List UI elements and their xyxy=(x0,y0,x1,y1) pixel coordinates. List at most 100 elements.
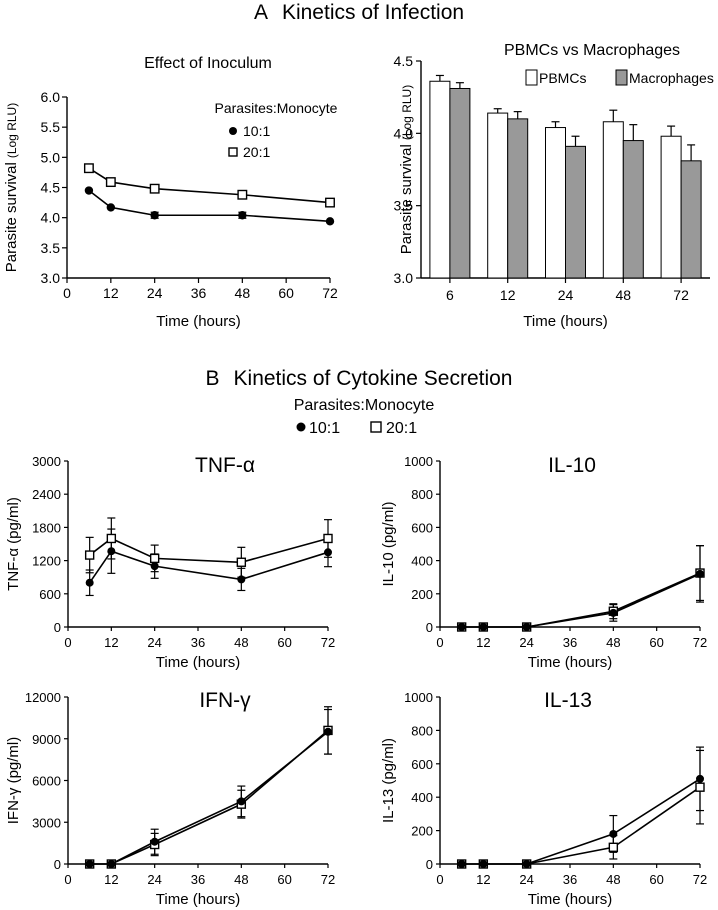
series-line-20-1 xyxy=(89,729,329,865)
data-point-square xyxy=(325,197,335,208)
data-point-circle xyxy=(324,548,332,557)
y-axis-label: IL-10 (pg/ml) xyxy=(380,501,397,586)
x-tick-label: 48 xyxy=(234,635,248,650)
y-axis-label: Parasite survival (Log RLU) xyxy=(3,103,20,272)
x-tick-label: 6 xyxy=(446,287,454,303)
data-point-circle xyxy=(237,575,246,584)
x-tick-label: 72 xyxy=(321,872,335,887)
x-axis-label: Time (hours) xyxy=(156,313,240,330)
chart-effect-of-inoculum: Effect of Inoculum 3.0 3.5 4.0 4.5 5.0 5.5 6.0… xyxy=(3,55,338,330)
y-tick-label: 9000 xyxy=(32,732,61,747)
bar-pbmcs xyxy=(660,135,682,279)
section-b-legend-label-10-1: 10:1 xyxy=(309,420,340,437)
y-axis-label-unit: (Log RLU) xyxy=(5,103,19,158)
y-tick-label: 600 xyxy=(411,520,433,535)
y-tick-label: 3000 xyxy=(32,454,61,469)
data-point-square xyxy=(323,533,333,544)
data-point-circle xyxy=(238,211,247,220)
section-b-heading: B Kinetics of Cytokine Secretion xyxy=(206,367,513,390)
y-tick-label: 6000 xyxy=(32,774,61,789)
y-tick-label: 400 xyxy=(411,790,433,805)
data-point-circle xyxy=(85,578,94,587)
y-tick-label: 800 xyxy=(411,723,433,738)
section-b-legend-marker-10-1 xyxy=(296,422,306,432)
y-axis-label-text: IL-10 (pg/ml) xyxy=(380,501,397,586)
x-tick-label: 72 xyxy=(321,635,335,650)
y-tick-label: 400 xyxy=(411,554,433,569)
x-tick-label: 0 xyxy=(64,635,71,650)
data-point-circle xyxy=(325,217,335,226)
x-tick-label: 24 xyxy=(519,635,533,650)
x-tick-label: 48 xyxy=(606,635,620,650)
data-point-square xyxy=(608,842,619,852)
data-point-square xyxy=(105,177,116,188)
x-tick-label: 48 xyxy=(616,287,632,303)
x-tick-label: 12 xyxy=(103,285,119,301)
section-b-letter: B xyxy=(206,367,220,390)
data-point-square xyxy=(236,557,247,567)
x-axis-label: Time (hours) xyxy=(156,654,240,671)
y-axis-label-text: TNF-α (pg/ml) xyxy=(5,497,22,591)
y-tick-label: 1000 xyxy=(404,454,433,469)
series-line-20-1 xyxy=(461,786,701,865)
x-tick-label: 48 xyxy=(606,872,620,887)
data-point-circle xyxy=(479,623,488,631)
x-tick-label: 12 xyxy=(104,872,118,887)
data-point-square xyxy=(237,189,248,200)
x-axis-label: Time (hours) xyxy=(523,313,607,330)
x-tick-label: 24 xyxy=(558,287,574,303)
chart-il-10: IL-10 0 200 400 600 800 1000 0 12 24 36 48 60 72 Time… xyxy=(380,454,707,671)
section-b-title: Kinetics of Cytokine Secretion xyxy=(234,367,513,390)
legend-label-macrophages: Macrophages xyxy=(629,70,714,86)
data-point-square xyxy=(83,163,94,174)
x-tick-label: 0 xyxy=(436,635,443,650)
y-tick-label: 5.0 xyxy=(41,149,61,165)
data-point-circle xyxy=(150,562,159,571)
y-tick-label: 1200 xyxy=(32,554,61,569)
x-axis-label: Time (hours) xyxy=(156,891,240,908)
data-point-circle xyxy=(522,860,531,868)
legend-marker-10-1 xyxy=(229,127,237,135)
chart-tnf-alpha: TNF-α 0 600 1200 1800 2400 3000 0 12 24 36 48 60 72 T… xyxy=(5,454,335,671)
y-axis-label-text: IL-13 (pg/ml) xyxy=(380,738,397,823)
bar-macrophages xyxy=(507,118,529,279)
bar-macrophages xyxy=(622,140,644,279)
chart-title: TNF-α xyxy=(195,454,255,477)
section-a-title: Kinetics of Infection xyxy=(282,1,464,24)
data-point-circle xyxy=(457,860,466,868)
chart-pbmcs-vs-macrophages: PBMCs vs Macrophages 3.0 3.5 4.0 4.5 6 12 24 48… xyxy=(394,42,714,330)
y-axis-label: TNF-α (pg/ml) xyxy=(5,497,22,591)
y-tick-label: 4.0 xyxy=(394,125,414,141)
x-tick-label: 48 xyxy=(235,285,251,301)
x-tick-label: 72 xyxy=(322,285,338,301)
chart-ifn-gamma: IFN-γ 0 3000 6000 9000 12000 0 12 24 36 48 60 72 Tim… xyxy=(5,689,335,908)
y-tick-label: 4.5 xyxy=(394,53,414,69)
y-tick-label: 3000 xyxy=(32,815,61,830)
series-line-10-1 xyxy=(89,731,329,865)
series-line-10-1 xyxy=(461,778,701,865)
x-tick-label: 72 xyxy=(693,872,707,887)
x-tick-label: 0 xyxy=(63,285,71,301)
data-point-circle xyxy=(85,860,94,868)
y-tick-label: 0 xyxy=(54,857,61,872)
x-tick-label: 0 xyxy=(436,872,443,887)
data-point-circle xyxy=(237,797,246,806)
data-point-circle xyxy=(150,837,159,846)
x-tick-label: 60 xyxy=(649,872,663,887)
y-axis-label: IL-13 (pg/ml) xyxy=(380,738,397,823)
data-point-square xyxy=(149,183,160,194)
data-point-circle xyxy=(106,203,116,212)
y-axis-label-text: Parasite survival xyxy=(3,162,20,272)
series-line-20-1 xyxy=(88,167,331,204)
x-tick-label: 12 xyxy=(476,635,490,650)
x-tick-label: 0 xyxy=(64,872,71,887)
series-line-10-1 xyxy=(461,573,701,628)
x-tick-label: 24 xyxy=(147,285,163,301)
chart-title: PBMCs vs Macrophages xyxy=(504,42,680,59)
x-tick-label: 36 xyxy=(191,872,205,887)
x-tick-label: 72 xyxy=(693,635,707,650)
x-tick-label: 60 xyxy=(277,635,291,650)
chart-title: IL-10 xyxy=(548,454,596,477)
x-tick-label: 36 xyxy=(191,285,207,301)
